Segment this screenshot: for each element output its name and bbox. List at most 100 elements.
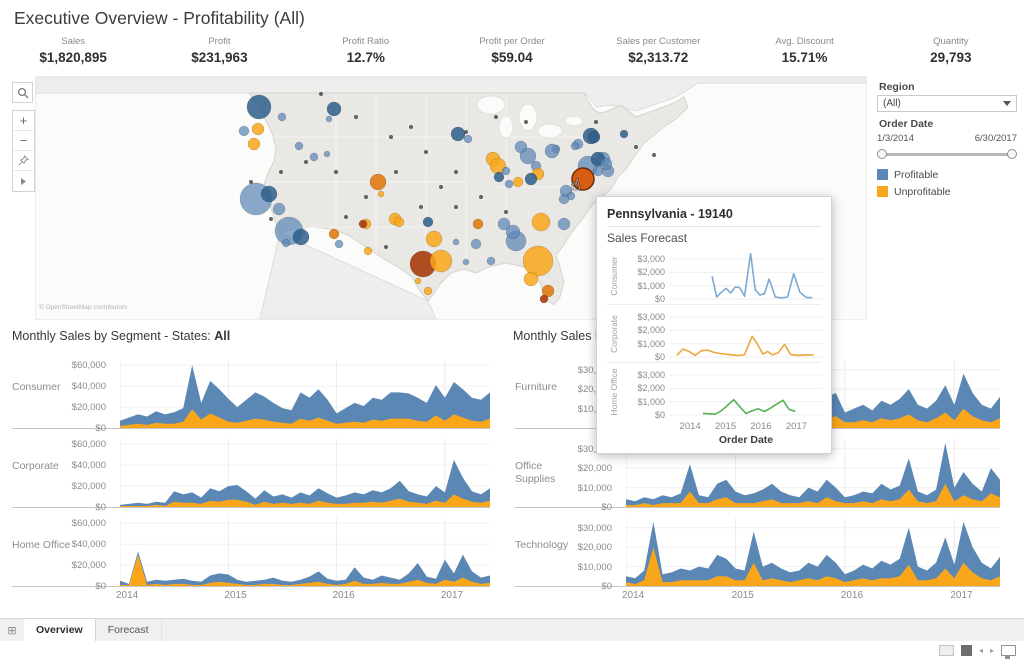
zoom-in-button[interactable]: + bbox=[14, 111, 33, 131]
next-sheet-arrow-icon[interactable]: ▸ bbox=[989, 645, 994, 655]
tooltip-x-axis-label: Order Date bbox=[718, 434, 774, 446]
map-controls-expand-button[interactable] bbox=[14, 171, 33, 191]
legend-label: Unprofitable bbox=[894, 185, 951, 198]
map-bubble[interactable] bbox=[505, 224, 521, 240]
map-bubble[interactable] bbox=[587, 130, 601, 144]
presentation-mode-icon[interactable] bbox=[1001, 644, 1016, 659]
map-bubble[interactable] bbox=[334, 239, 344, 249]
map-bubble[interactable] bbox=[294, 141, 304, 151]
map-bubble[interactable] bbox=[571, 167, 595, 191]
map-bubble[interactable] bbox=[414, 277, 422, 285]
tooltip-y-tick: $3,000 bbox=[637, 312, 665, 322]
map-bubble[interactable] bbox=[429, 249, 453, 273]
map-bubble[interactable] bbox=[377, 190, 385, 198]
sheet-grid-icon[interactable]: ⊞ bbox=[7, 624, 17, 637]
area-chart-corporate[interactable] bbox=[120, 439, 490, 507]
map-bubble[interactable] bbox=[251, 122, 265, 136]
chart-row-corporate: Corporate $60,000 $40,000 $20,000 $0 bbox=[12, 428, 490, 513]
map-bubble[interactable] bbox=[325, 115, 333, 123]
tab-forecast[interactable]: Forecast bbox=[96, 619, 162, 641]
map-bubble[interactable] bbox=[323, 150, 331, 158]
zoom-out-button[interactable]: − bbox=[14, 131, 33, 151]
map-bubble[interactable] bbox=[599, 157, 613, 171]
map-bubble[interactable] bbox=[238, 125, 250, 137]
y-tick-label: $0 bbox=[601, 502, 612, 513]
status-bar: ◂ ▸ bbox=[930, 642, 1016, 659]
pin-button[interactable] bbox=[14, 151, 33, 171]
map-bubble[interactable] bbox=[452, 238, 460, 246]
map-bubble[interactable] bbox=[523, 271, 539, 287]
map[interactable] bbox=[35, 76, 867, 320]
map-bubble[interactable] bbox=[519, 147, 537, 165]
map-bubble[interactable] bbox=[369, 173, 387, 191]
map-bubble[interactable] bbox=[292, 228, 310, 246]
kpi-profit-ratio: Profit Ratio 12.7% bbox=[293, 34, 439, 72]
map-bubble[interactable] bbox=[309, 152, 319, 162]
map-bubble[interactable] bbox=[463, 134, 473, 144]
map-search-button[interactable] bbox=[12, 82, 33, 103]
x-tick-label: 2014 bbox=[622, 590, 645, 601]
map-bubble[interactable] bbox=[358, 219, 368, 229]
map-bubble[interactable] bbox=[450, 126, 466, 142]
prev-sheet-arrow-icon[interactable]: ◂ bbox=[978, 645, 983, 655]
slider-handle-end[interactable] bbox=[1007, 149, 1017, 159]
map-dot bbox=[464, 130, 468, 134]
map-dot bbox=[454, 170, 458, 174]
map-bubble[interactable] bbox=[504, 179, 514, 189]
map-bubble[interactable] bbox=[470, 238, 482, 250]
legend-item[interactable]: Unprofitable bbox=[877, 183, 1022, 200]
map-bubble[interactable] bbox=[539, 294, 549, 304]
map-bubble[interactable] bbox=[462, 258, 470, 266]
region-dropdown[interactable]: (All) bbox=[877, 95, 1017, 112]
profitability-legend: Profitable Unprofitable bbox=[877, 166, 1022, 200]
kpi-profit: Profit $231,963 bbox=[146, 34, 292, 72]
map-bubble[interactable] bbox=[486, 256, 496, 266]
kpi-label: Avg. Discount bbox=[775, 36, 834, 47]
filmstrip-view-icon[interactable] bbox=[938, 644, 954, 656]
map-bubble[interactable] bbox=[558, 193, 570, 205]
chevron-down-icon bbox=[1003, 101, 1011, 106]
map-bubble[interactable] bbox=[619, 129, 629, 139]
x-tick-label: 2017 bbox=[950, 590, 973, 601]
map-bubble[interactable] bbox=[281, 238, 291, 248]
map-bubble[interactable] bbox=[531, 212, 551, 232]
y-tick-label: $20,000 bbox=[577, 463, 612, 475]
map-bubble[interactable] bbox=[260, 185, 278, 203]
map-bubble[interactable] bbox=[422, 216, 434, 228]
map-bubble[interactable] bbox=[493, 171, 505, 183]
y-tick-label: $40,000 bbox=[71, 381, 106, 393]
map-bubble[interactable] bbox=[363, 246, 373, 256]
map-bubble[interactable] bbox=[541, 284, 555, 298]
area-chart-technology[interactable] bbox=[626, 518, 1000, 586]
map-bubble[interactable] bbox=[524, 172, 538, 186]
map-bubble[interactable] bbox=[557, 217, 571, 231]
plus-icon: + bbox=[19, 113, 28, 128]
map-bubble[interactable] bbox=[247, 137, 261, 151]
map-dot bbox=[389, 135, 393, 139]
map-bubble[interactable] bbox=[246, 94, 272, 120]
map-bubble[interactable] bbox=[570, 141, 580, 151]
map-dot bbox=[524, 120, 528, 124]
area-chart-consumer[interactable] bbox=[120, 360, 490, 428]
map-bubble[interactable] bbox=[522, 245, 554, 277]
legend-item[interactable]: Profitable bbox=[877, 166, 1022, 183]
slider-handle-start[interactable] bbox=[877, 149, 887, 159]
map-bubble[interactable] bbox=[544, 143, 560, 159]
map-bubble[interactable] bbox=[501, 166, 511, 176]
map-bubble[interactable] bbox=[393, 216, 405, 228]
map-bubble[interactable] bbox=[512, 176, 524, 188]
map-bubble[interactable] bbox=[425, 230, 443, 248]
map-bubble[interactable] bbox=[497, 217, 511, 231]
map-bubble[interactable] bbox=[277, 112, 287, 122]
map-bubble[interactable] bbox=[326, 101, 342, 117]
area-chart-home-office[interactable] bbox=[120, 518, 490, 586]
row-label: Corporate bbox=[12, 459, 59, 472]
tab-overview[interactable]: Overview bbox=[24, 619, 96, 641]
map-bubble[interactable] bbox=[472, 218, 484, 230]
map-bubble[interactable] bbox=[592, 165, 604, 177]
legend-swatch bbox=[877, 169, 888, 180]
map-bubble[interactable] bbox=[328, 228, 340, 240]
map-bubble[interactable] bbox=[423, 286, 433, 296]
grid-view-icon[interactable] bbox=[960, 644, 972, 656]
map-bubble[interactable] bbox=[272, 202, 286, 216]
